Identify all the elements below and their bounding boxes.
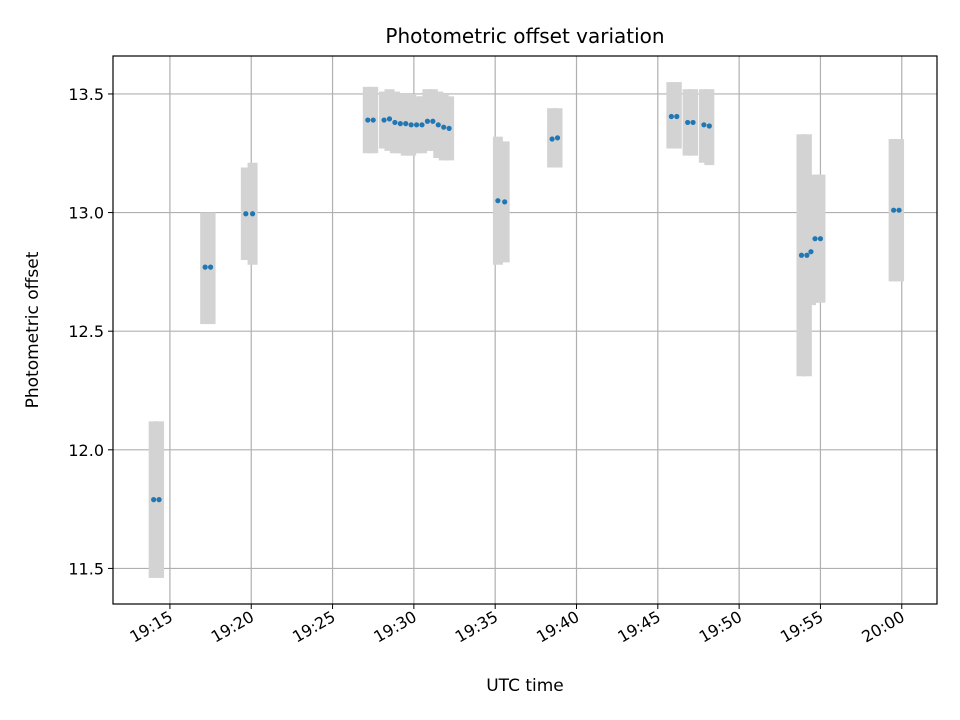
data-point bbox=[430, 118, 436, 124]
x-tick-label: 19:40 bbox=[533, 607, 582, 647]
data-point bbox=[249, 211, 256, 217]
data-point bbox=[798, 252, 805, 258]
data-point bbox=[392, 119, 398, 126]
x-tick-label: 19:50 bbox=[696, 607, 745, 647]
data-point bbox=[365, 117, 371, 123]
data-point bbox=[891, 207, 897, 213]
data-point bbox=[549, 136, 555, 142]
data-point bbox=[808, 249, 814, 255]
x-tick-label: 19:20 bbox=[208, 607, 257, 647]
x-tick-label: 19:35 bbox=[452, 607, 501, 647]
errorbar-layer bbox=[148, 82, 905, 578]
chart-title: Photometric offset variation bbox=[385, 24, 664, 48]
data-point bbox=[381, 117, 387, 123]
x-tick-label: 19:25 bbox=[289, 607, 338, 647]
data-point bbox=[690, 119, 696, 126]
data-point bbox=[386, 116, 393, 122]
point-layer bbox=[151, 113, 902, 503]
data-point bbox=[243, 211, 249, 217]
x-tick-label: 19:30 bbox=[370, 607, 419, 647]
axes-frame bbox=[112, 55, 938, 605]
x-tick-label: 20:00 bbox=[858, 607, 907, 647]
data-point bbox=[668, 113, 674, 120]
data-point bbox=[397, 121, 403, 127]
data-point bbox=[156, 497, 162, 503]
data-point bbox=[554, 135, 561, 141]
x-axis-title: UTC time bbox=[486, 676, 564, 696]
x-tick-label: 19:45 bbox=[614, 607, 663, 647]
data-point bbox=[674, 113, 680, 120]
data-point bbox=[446, 125, 452, 131]
y-tick-label: 12.5 bbox=[68, 322, 104, 341]
data-point bbox=[413, 122, 420, 128]
data-point bbox=[419, 122, 425, 128]
data-point bbox=[701, 122, 707, 128]
data-point bbox=[502, 199, 508, 205]
y-axis-title: Photometric offset bbox=[23, 251, 43, 408]
data-point bbox=[685, 119, 691, 126]
x-tick-label: 19:55 bbox=[777, 607, 826, 647]
data-point bbox=[812, 236, 818, 242]
data-point bbox=[435, 122, 441, 128]
data-point bbox=[403, 121, 409, 127]
data-point bbox=[408, 122, 414, 128]
y-tick-label: 12.0 bbox=[68, 441, 104, 460]
data-point bbox=[441, 124, 447, 130]
data-point bbox=[817, 236, 824, 242]
y-tick-label: 11.5 bbox=[68, 559, 104, 578]
data-point bbox=[424, 118, 431, 124]
y-tick-label: 13.5 bbox=[68, 85, 104, 104]
y-tick-label: 13.0 bbox=[68, 204, 104, 223]
data-point bbox=[151, 497, 157, 503]
data-point bbox=[370, 117, 376, 123]
grid-layer bbox=[113, 56, 937, 604]
data-point bbox=[804, 252, 810, 258]
data-point bbox=[896, 207, 902, 213]
x-tick-label: 19:15 bbox=[126, 607, 175, 647]
x-tick-layer: 19:15 19:20 19:25 19:30 19:35 19:40 19:45 19:50… bbox=[126, 604, 908, 647]
y-tick-layer: 11.5 12.0 12.5 13.0 13.5 bbox=[68, 85, 113, 578]
data-point bbox=[495, 198, 501, 204]
data-point bbox=[207, 264, 214, 270]
data-point bbox=[706, 123, 712, 129]
data-point bbox=[202, 264, 208, 270]
